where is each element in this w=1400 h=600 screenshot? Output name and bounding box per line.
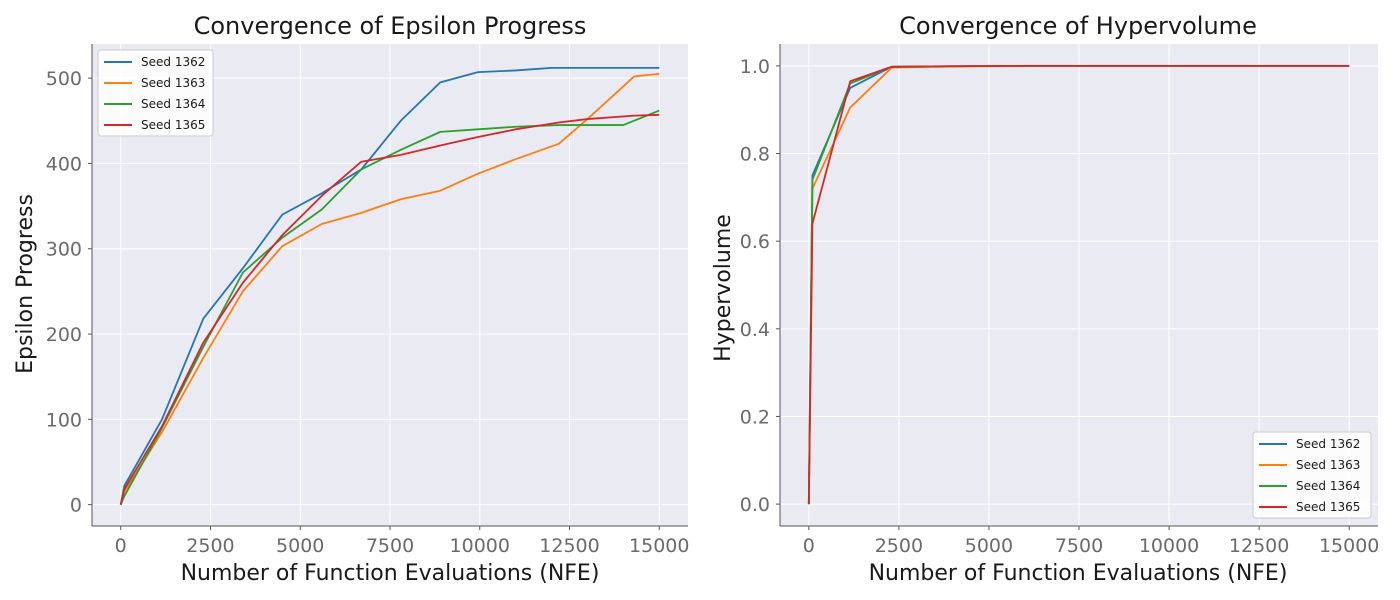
series-line-seed-1364: [119, 109, 660, 506]
legend-frame: [1252, 431, 1372, 519]
legend: Seed 1362 Seed 1363 Seed 1364 Seed 1365: [1252, 431, 1372, 519]
x-tick-label: 0: [115, 535, 127, 557]
x-tick-label: 7500: [366, 535, 414, 557]
chart-title: Convergence of Epsilon Progress: [194, 12, 587, 40]
legend-label: Seed 1363: [1296, 458, 1360, 472]
x-tick-label: 7500: [1055, 535, 1103, 557]
x-tick-label: 12500: [539, 535, 599, 557]
y-tick-label: 0.2: [740, 406, 770, 428]
legend-label: Seed 1364: [1296, 479, 1360, 493]
legend-frame: [97, 49, 214, 137]
legend-label: Seed 1363: [141, 76, 205, 90]
y-tick-label: 0.4: [740, 319, 770, 341]
series-line-seed-1363: [119, 72, 660, 505]
x-tick-label: 10000: [1139, 535, 1199, 557]
x-tick-label: 15000: [629, 535, 689, 557]
y-tick-label: 0.8: [740, 144, 770, 166]
y-axis-label: Hypervolume: [711, 214, 736, 362]
chart-title: Convergence of Hypervolume: [899, 12, 1257, 40]
x-tick-label: 10000: [450, 535, 510, 557]
x-tick-label: 2500: [875, 535, 923, 557]
series-line-seed-1365: [119, 113, 660, 505]
legend: Seed 1362 Seed 1363 Seed 1364 Seed 1365: [97, 49, 214, 137]
x-tick-label: 0: [803, 535, 815, 557]
x-tick-label: 5000: [965, 535, 1013, 557]
x-tick-label: 15000: [1319, 535, 1379, 557]
y-axis-label: Epsilon Progress: [13, 194, 38, 374]
x-axis-label: Number of Function Evaluations (NFE): [181, 561, 600, 586]
y-tick-label: 100: [46, 409, 82, 431]
series-line-seed-1365: [807, 65, 1350, 505]
legend-label: Seed 1362: [1296, 437, 1360, 451]
legend-label: Seed 1362: [141, 55, 205, 69]
y-tick-label: 0.6: [740, 231, 770, 253]
x-tick-label: 2500: [186, 535, 234, 557]
y-tick-label: 500: [46, 68, 82, 90]
x-axis-label: Number of Function Evaluations (NFE): [869, 561, 1288, 586]
y-tick-label: 0: [70, 495, 82, 517]
legend-label: Seed 1365: [1296, 500, 1360, 514]
epsilon-progress-chart: Convergence of Epsilon Progress Number o…: [13, 12, 690, 586]
x-tick-label: 12500: [1229, 535, 1289, 557]
legend-label: Seed 1365: [141, 118, 205, 132]
hypervolume-chart: Convergence of Hypervolume Number of Fun…: [711, 12, 1379, 586]
y-tick-label: 300: [46, 239, 82, 261]
x-tick-label: 5000: [276, 535, 324, 557]
y-tick-label: 0.0: [740, 494, 770, 516]
legend-label: Seed 1364: [141, 97, 205, 111]
y-tick-label: 200: [46, 324, 82, 346]
y-tick-label: 1.0: [740, 56, 770, 78]
y-tick-label: 400: [46, 153, 82, 175]
